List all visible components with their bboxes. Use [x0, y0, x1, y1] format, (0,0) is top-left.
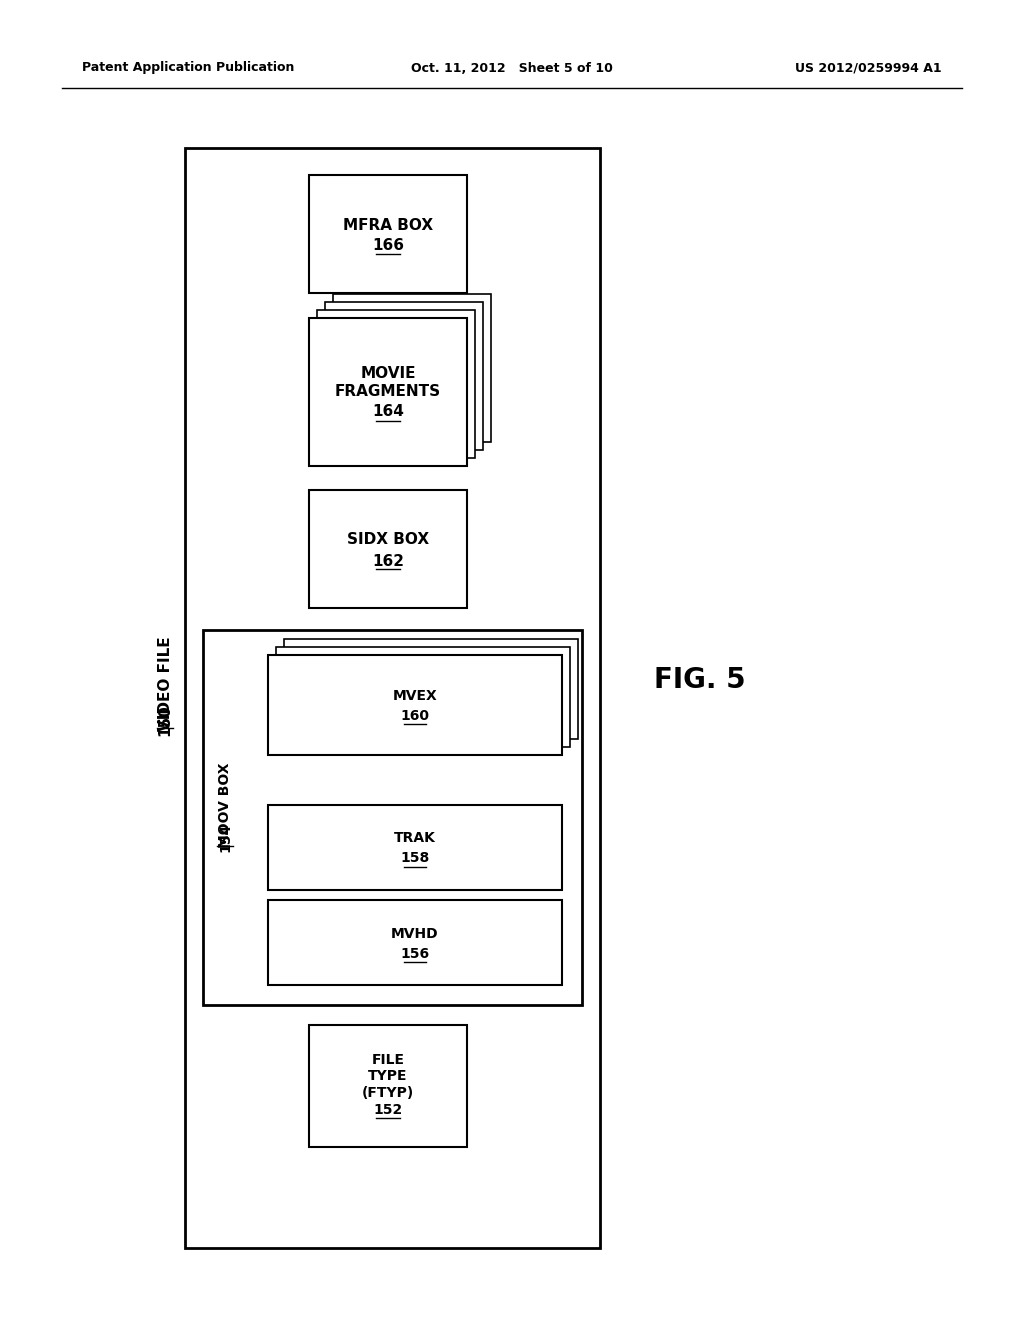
Text: US 2012/0259994 A1: US 2012/0259994 A1 [796, 62, 942, 74]
Bar [325, 302, 483, 450]
Text: MOVIE: MOVIE [360, 367, 416, 381]
Text: MOOV BOX: MOOV BOX [218, 763, 232, 849]
Text: (FTYP): (FTYP) [361, 1086, 414, 1100]
Text: 160: 160 [400, 709, 429, 723]
Bar [185, 148, 600, 1247]
Text: 162: 162 [372, 553, 404, 569]
Bar [268, 655, 562, 755]
Text: VIDEO FILE: VIDEO FILE [158, 636, 172, 731]
Bar [309, 176, 467, 293]
Text: Patent Application Publication: Patent Application Publication [82, 62, 294, 74]
Text: 166: 166 [372, 239, 404, 253]
Text: TYPE: TYPE [369, 1069, 408, 1082]
Bar [309, 318, 467, 466]
Text: FIG. 5: FIG. 5 [654, 667, 745, 694]
Text: 154: 154 [218, 822, 232, 853]
Bar [333, 294, 490, 442]
Text: SIDX BOX: SIDX BOX [347, 532, 429, 548]
Text: 164: 164 [372, 404, 403, 420]
Bar [268, 900, 562, 985]
Text: FRAGMENTS: FRAGMENTS [335, 384, 441, 400]
Text: 156: 156 [400, 946, 429, 961]
Text: 150: 150 [158, 704, 172, 735]
Text: MFRA BOX: MFRA BOX [343, 218, 433, 232]
Text: MVHD: MVHD [391, 927, 439, 940]
Bar [309, 1026, 467, 1147]
Text: FILE: FILE [372, 1053, 404, 1067]
Bar [317, 310, 475, 458]
Text: TRAK: TRAK [394, 832, 436, 846]
Bar [268, 805, 562, 890]
Text: 158: 158 [400, 851, 430, 866]
Bar [203, 630, 582, 1005]
Bar [309, 490, 467, 609]
Text: MVEX: MVEX [392, 689, 437, 704]
Text: 152: 152 [374, 1104, 402, 1117]
Text: Oct. 11, 2012   Sheet 5 of 10: Oct. 11, 2012 Sheet 5 of 10 [411, 62, 613, 74]
Bar [284, 639, 578, 739]
Bar [276, 647, 570, 747]
